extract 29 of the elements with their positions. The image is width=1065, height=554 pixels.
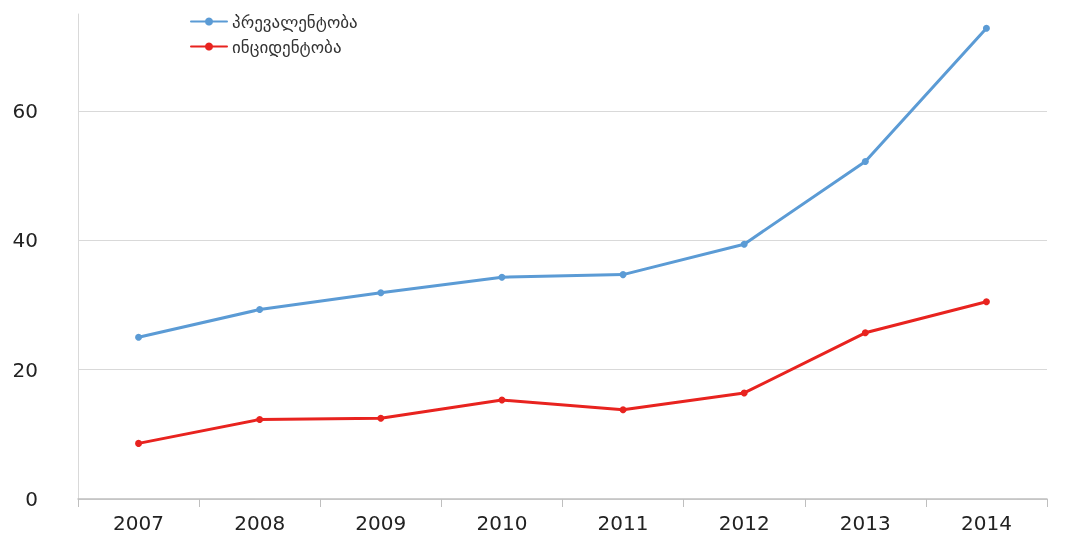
x-tick-label: 2012: [718, 511, 770, 535]
point: [861, 157, 869, 165]
y-tick-label: 60: [12, 99, 38, 123]
point: [135, 333, 143, 341]
point: [982, 298, 990, 306]
point: [619, 271, 627, 279]
x-tick-label: 2007: [113, 511, 165, 535]
point: [982, 24, 990, 32]
x-tick-label: 2014: [960, 511, 1012, 535]
point: [740, 389, 748, 397]
point: [256, 415, 264, 423]
x-tick-label: 2013: [839, 511, 891, 535]
point: [377, 414, 385, 422]
legend-label: პრევალენტობა: [232, 11, 358, 32]
x-tick-label: 2010: [476, 511, 528, 535]
point: [861, 329, 869, 337]
x-tick-label: 2008: [234, 511, 286, 535]
y-tick-label: 40: [12, 228, 38, 253]
y-tick-label: 20: [12, 357, 38, 382]
point: [256, 306, 264, 314]
point: [377, 289, 385, 297]
point: [619, 406, 627, 414]
point: [498, 273, 506, 281]
x-tick-label: 2011: [597, 511, 649, 535]
x-tick-label: 2009: [355, 511, 407, 535]
legend-label: ინციდენტობა: [232, 36, 342, 57]
point: [135, 439, 143, 447]
point: [740, 240, 748, 248]
y-tick-label: 0: [25, 487, 38, 511]
